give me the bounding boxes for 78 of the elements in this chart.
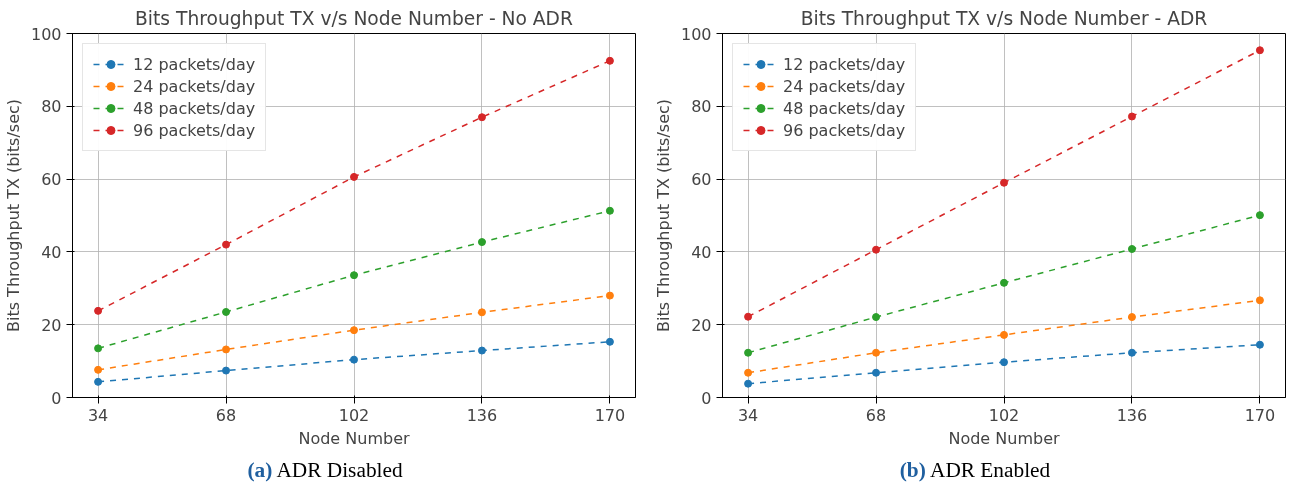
x-tick-label: 68 — [865, 405, 887, 425]
point — [94, 365, 103, 374]
point — [605, 337, 614, 346]
point — [350, 355, 358, 364]
x-tick-label: 68 — [215, 405, 237, 425]
point — [94, 344, 103, 353]
point — [94, 377, 103, 386]
legend-label: 96 packets/day — [133, 120, 256, 140]
point — [1127, 348, 1136, 357]
point — [222, 240, 231, 249]
x-tick-label: 170 — [594, 405, 626, 425]
point — [744, 312, 753, 321]
x-axis-title: Node Number — [298, 428, 410, 448]
legend-label: 12 packets/day — [133, 54, 256, 74]
point — [477, 238, 486, 247]
point — [872, 245, 881, 254]
point — [1000, 178, 1008, 187]
y-tick-label: 80 — [41, 97, 62, 117]
point — [1255, 340, 1264, 349]
y-tick-label: 0 — [51, 388, 62, 408]
text: (b) ADR Enabled — [898, 457, 1052, 484]
point — [744, 379, 753, 388]
point — [1000, 358, 1008, 367]
point — [477, 308, 486, 317]
point — [1127, 244, 1136, 253]
point — [222, 307, 231, 316]
point — [1127, 313, 1136, 322]
y-tick-label: 40 — [41, 242, 62, 262]
x-tick-label: 136 — [1116, 405, 1148, 425]
point — [605, 291, 614, 300]
y-axis-title: Bits Throughput TX (bits/sec) — [3, 98, 23, 333]
point — [1000, 330, 1008, 339]
x-tick-label: 170 — [1244, 405, 1276, 425]
chart-title: Bits Throughput TX v/s Node Number - ADR — [800, 7, 1208, 29]
legend-label: 48 packets/day — [783, 98, 906, 118]
point — [872, 313, 881, 322]
point — [1255, 296, 1264, 305]
point — [94, 306, 103, 315]
legend-label: 12 packets/day — [783, 54, 906, 74]
y-tick-label: 60 — [41, 170, 62, 190]
point — [605, 56, 614, 65]
y-tick-label: 0 — [701, 388, 712, 408]
legend-label: 96 packets/day — [783, 120, 906, 140]
point — [350, 271, 358, 280]
x-tick-label: 34 — [87, 405, 109, 425]
legend-label: 24 packets/day — [133, 76, 256, 96]
point — [350, 326, 358, 335]
x-tick-label: 102 — [338, 405, 370, 425]
y-tick-label: 20 — [691, 315, 712, 335]
point — [744, 348, 753, 357]
point — [605, 206, 614, 215]
point — [1255, 211, 1264, 220]
point — [1000, 278, 1008, 287]
point — [872, 368, 881, 377]
x-axis-title: Node Number — [948, 428, 1060, 448]
y-tick-label: 80 — [691, 97, 712, 117]
x-tick-label: 136 — [466, 405, 498, 425]
point — [1127, 112, 1136, 121]
y-tick-label: 100 — [30, 24, 62, 44]
y-tick-label: 40 — [691, 242, 712, 262]
y-tick-label: 20 — [41, 315, 62, 335]
point — [222, 345, 231, 354]
y-tick-label: 60 — [691, 170, 712, 190]
text: (a) ADR Disabled — [246, 457, 404, 484]
point — [350, 172, 358, 181]
point — [477, 113, 486, 122]
legend-label: 24 packets/day — [783, 76, 906, 96]
point — [477, 346, 486, 355]
x-tick-label: 34 — [737, 405, 759, 425]
point — [744, 368, 753, 377]
y-tick-label: 100 — [680, 24, 712, 44]
x-tick-label: 102 — [988, 405, 1020, 425]
chart-title: Bits Throughput TX v/s Node Number - No ADR — [135, 7, 573, 29]
y-axis-title: Bits Throughput TX (bits/sec) — [653, 98, 673, 333]
point — [872, 348, 881, 357]
point — [1255, 46, 1264, 55]
legend-label: 48 packets/day — [133, 98, 256, 118]
point — [222, 366, 231, 375]
